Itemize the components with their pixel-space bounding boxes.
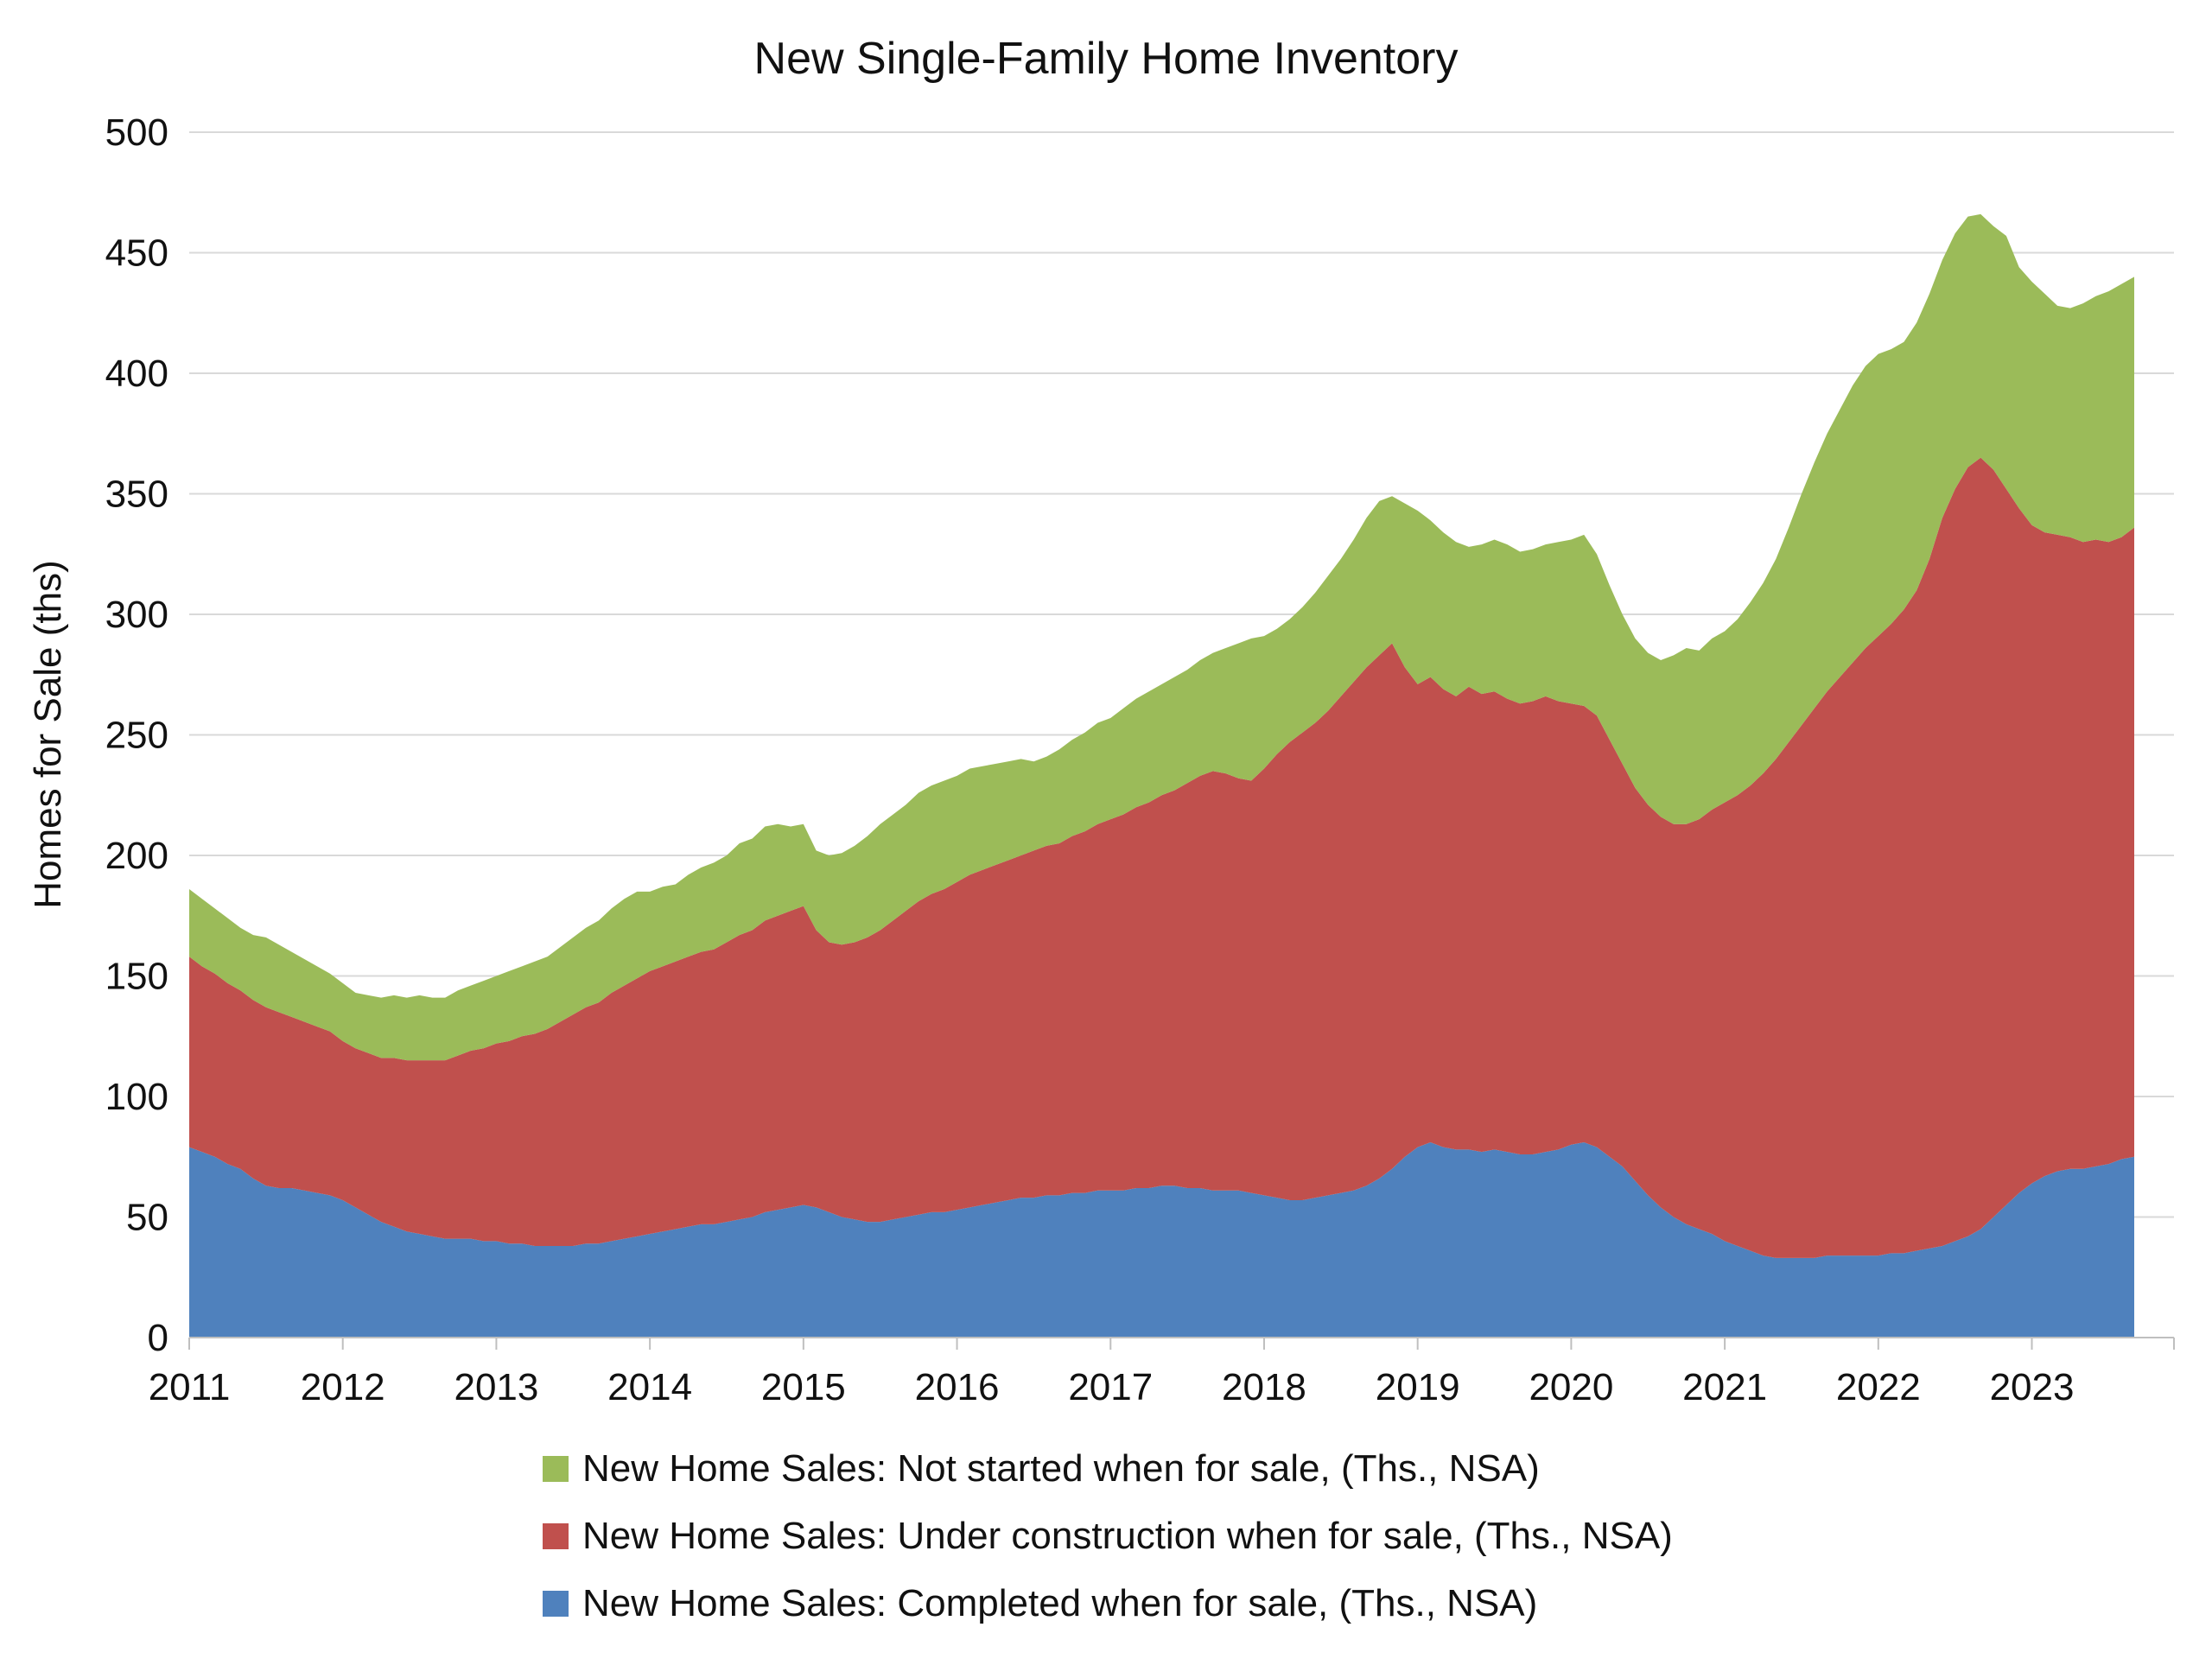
y-tick-label-350: 350: [105, 474, 168, 516]
y-tick-label-250: 250: [105, 715, 168, 757]
legend-item-completed: New Home Sales: Completed when for sale,…: [543, 1570, 1673, 1637]
legend-item-not-started: New Home Sales: Not started when for sal…: [543, 1435, 1673, 1503]
area-not_started: [189, 213, 2134, 1061]
legend-swatch-under-construction: [543, 1523, 569, 1549]
legend-swatch-not-started: [543, 1456, 569, 1482]
y-tick-label-200: 200: [105, 835, 168, 877]
x-tick-label-2023: 2023: [1990, 1366, 2075, 1408]
x-tick-label-2014: 2014: [607, 1366, 692, 1408]
x-tick-label-2018: 2018: [1222, 1366, 1306, 1408]
x-tick-label-2017: 2017: [1068, 1366, 1153, 1408]
x-tick-label-2021: 2021: [1682, 1366, 1767, 1408]
legend-swatch-completed: [543, 1591, 569, 1617]
chart-title: New Single-Family Home Inventory: [753, 34, 1459, 84]
x-tick-label-2015: 2015: [761, 1366, 846, 1408]
x-tick-label-2016: 2016: [915, 1366, 1000, 1408]
legend-label-not-started: New Home Sales: Not started when for sal…: [582, 1447, 1540, 1490]
x-tick-label-2012: 2012: [301, 1366, 385, 1408]
area-completed: [189, 1142, 2134, 1338]
legend-label-under-construction: New Home Sales: Under construction when …: [582, 1515, 1673, 1557]
x-tick-label-2022: 2022: [1836, 1366, 1921, 1408]
y-tick-label-50: 50: [126, 1197, 168, 1239]
y-tick-label-400: 400: [105, 353, 168, 395]
y-tick-label-300: 300: [105, 594, 168, 636]
x-tick-label-2011: 2011: [149, 1366, 231, 1408]
y-tick-label-450: 450: [105, 232, 168, 275]
x-tick-label-2019: 2019: [1376, 1366, 1460, 1408]
legend-label-completed: New Home Sales: Completed when for sale,…: [582, 1582, 1538, 1624]
x-tick-label-2013: 2013: [454, 1366, 538, 1408]
y-tick-label-100: 100: [105, 1076, 168, 1118]
y-tick-label-500: 500: [105, 111, 168, 154]
y-tick-label-0: 0: [148, 1317, 168, 1359]
y-tick-label-150: 150: [105, 956, 168, 998]
x-tick-label-2020: 2020: [1529, 1366, 1613, 1408]
chart-legend: New Home Sales: Not started when for sal…: [543, 1435, 1673, 1637]
area-under_construction: [189, 457, 2134, 1258]
legend-item-under-construction: New Home Sales: Under construction when …: [543, 1503, 1673, 1570]
